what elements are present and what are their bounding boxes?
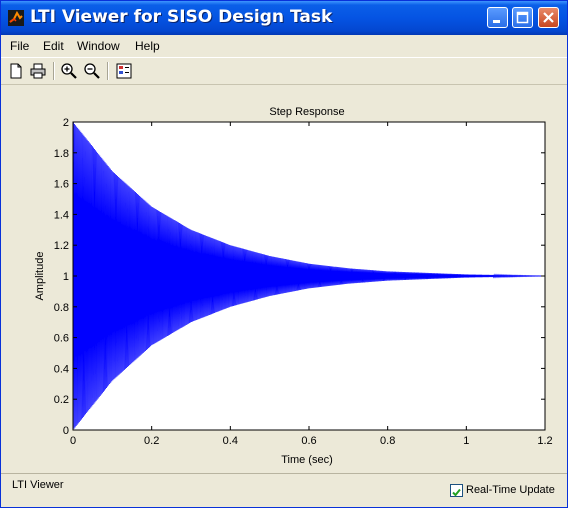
y-tick-label: 1.8 <box>54 148 69 160</box>
matlab-app-icon <box>8 10 24 26</box>
plot-area: 0 0.2 0.4 0.6 0.8 1 1.2 0 0.2 0.4 0.6 0.8 1 1.2 1.4 1.6… <box>1 86 567 472</box>
maximize-icon <box>516 11 529 24</box>
toolbar <box>1 57 567 85</box>
maximize-button[interactable] <box>512 7 533 28</box>
y-axis-label: Amplitude <box>34 252 46 301</box>
y-tick-label: 0.4 <box>54 363 69 375</box>
minimize-icon <box>493 20 500 23</box>
y-tick-label: 0.6 <box>54 333 69 345</box>
x-tick-label: 1 <box>463 435 469 447</box>
minimize-button[interactable] <box>487 7 508 28</box>
toolbar-separator <box>53 62 55 80</box>
y-tick-label: 0.2 <box>54 394 69 406</box>
checkmark-icon <box>452 488 461 497</box>
x-tick-label: 0.4 <box>223 435 238 447</box>
close-button[interactable] <box>538 7 559 28</box>
close-icon <box>543 12 554 23</box>
y-tick-label: 1.4 <box>54 209 69 221</box>
y-tick-label: 1 <box>63 271 69 283</box>
y-tick-label: 1.2 <box>54 240 69 252</box>
y-tick-label: 1.6 <box>54 179 69 191</box>
menu-file[interactable]: File <box>10 39 30 53</box>
menu-edit[interactable]: Edit <box>43 39 64 53</box>
zoom-in-icon[interactable] <box>60 62 78 80</box>
plot-config-icon[interactable] <box>115 62 133 80</box>
y-tick-label: 2 <box>63 117 69 129</box>
window-title: LTI Viewer for SISO Design Task <box>30 7 333 27</box>
y-tick-label: 0 <box>63 425 69 437</box>
toolbar-separator <box>107 62 109 80</box>
x-axis-label: Time (sec) <box>281 454 333 466</box>
realtime-update-label[interactable]: Real-Time Update <box>466 484 555 496</box>
step-response-line[interactable] <box>72 122 546 431</box>
realtime-update-checkbox[interactable] <box>450 484 463 497</box>
status-bar: LTI Viewer Real-Time Update <box>1 473 567 507</box>
menu-window[interactable]: Window <box>77 39 120 53</box>
menu-bar: File Edit Window Help <box>1 35 567 57</box>
x-tick-label: 0.8 <box>380 435 395 447</box>
x-tick-label: 0 <box>70 435 76 447</box>
new-icon[interactable] <box>7 62 25 80</box>
status-text: LTI Viewer <box>12 479 64 491</box>
zoom-out-icon[interactable] <box>83 62 101 80</box>
title-bar[interactable]: LTI Viewer for SISO Design Task <box>1 1 567 35</box>
chart-title: Step Response <box>269 106 344 118</box>
print-icon[interactable] <box>29 62 47 80</box>
y-tick-label: 0.8 <box>54 302 69 314</box>
x-tick-label: 1.2 <box>537 435 552 447</box>
menu-help[interactable]: Help <box>135 39 160 53</box>
x-tick-label: 0.6 <box>301 435 316 447</box>
step-response-chart[interactable]: 0 0.2 0.4 0.6 0.8 1 1.2 0 0.2 0.4 0.6 0.8 1 1.2 1.4 1.6… <box>1 86 567 472</box>
x-tick-label: 0.2 <box>144 435 159 447</box>
